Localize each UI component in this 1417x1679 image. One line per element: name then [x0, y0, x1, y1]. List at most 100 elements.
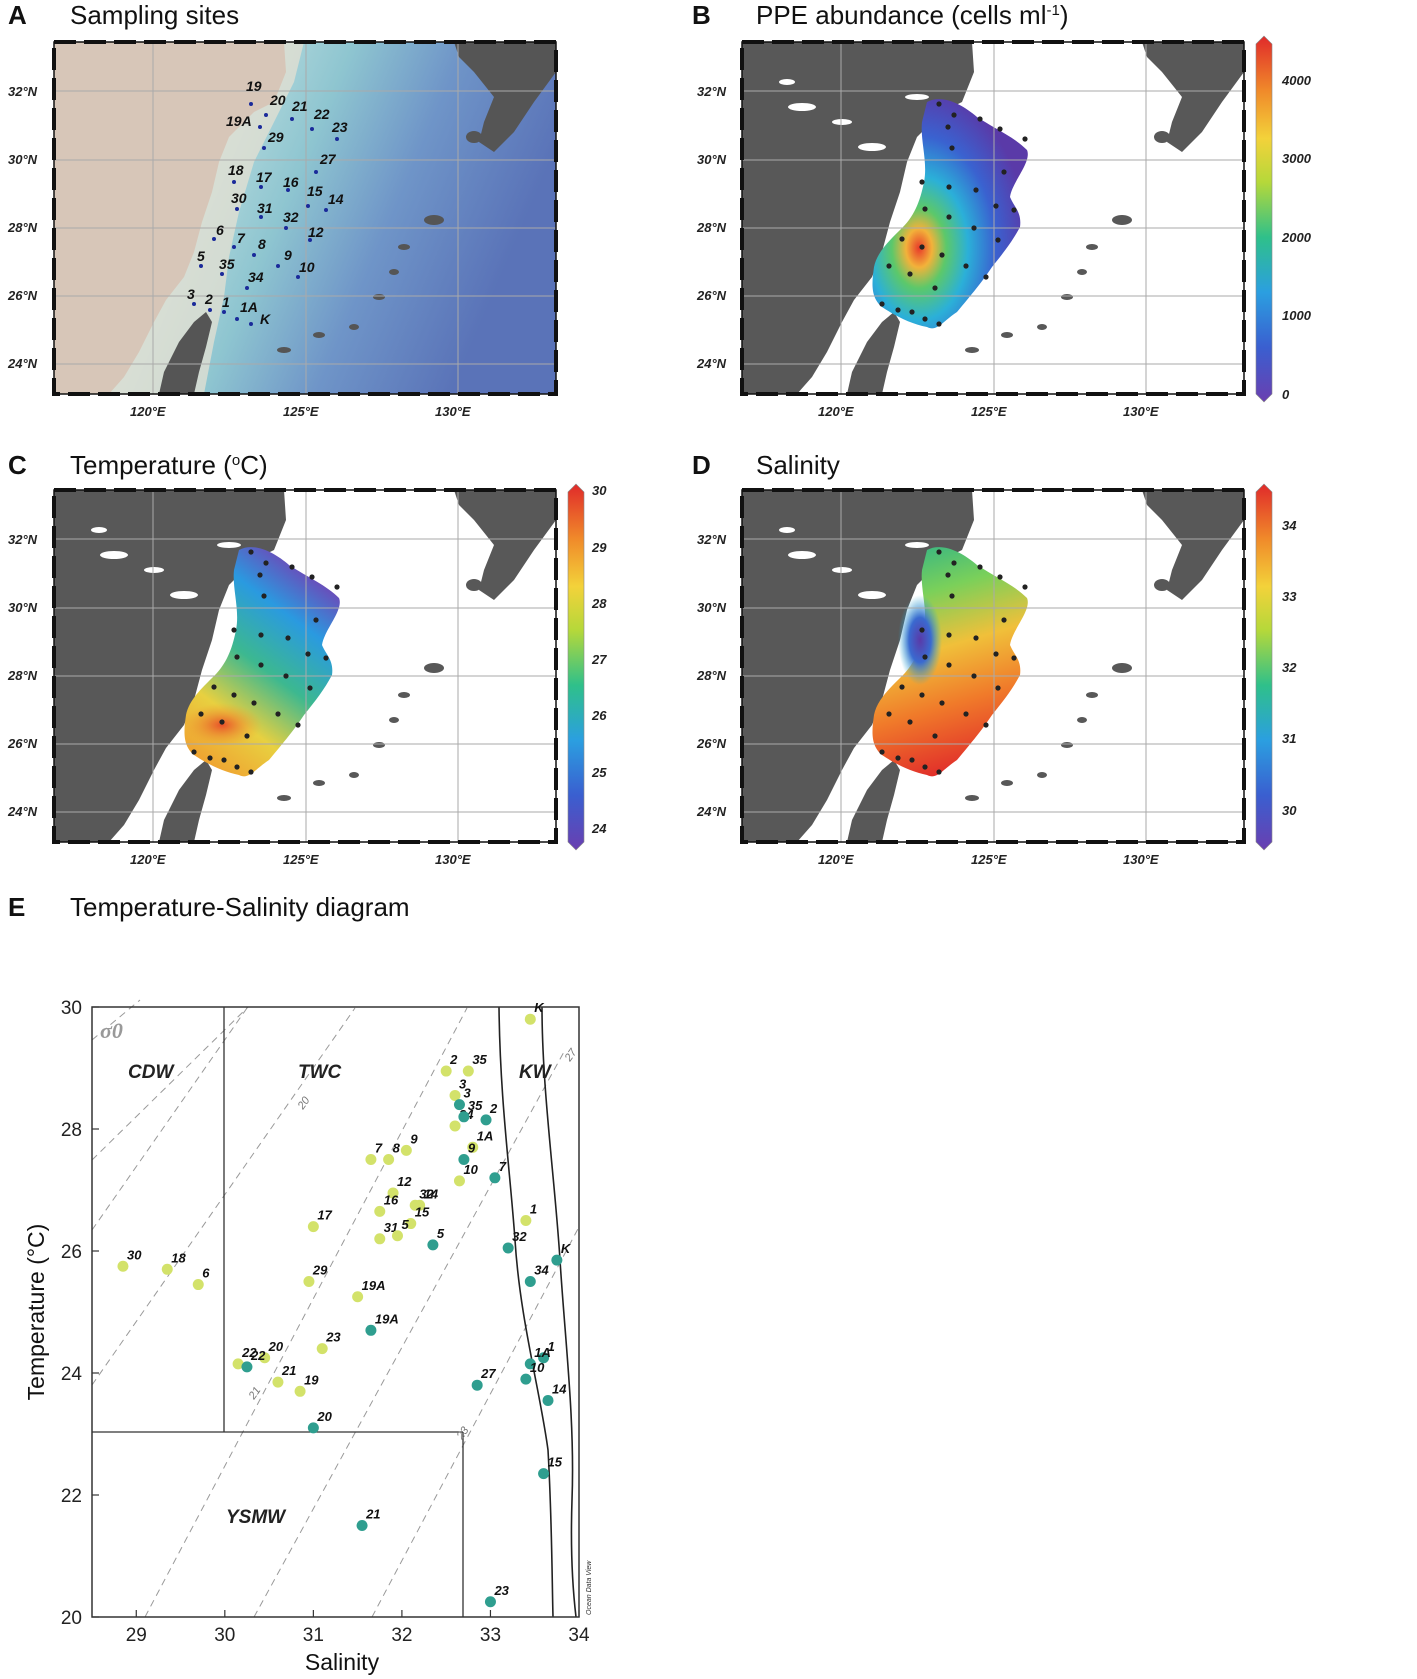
panel-b-letter: B	[692, 0, 711, 30]
ts-point	[294, 1385, 306, 1397]
y-tick-label: 28	[61, 1120, 82, 1141]
ts-point	[374, 1233, 386, 1245]
panel-e-letter: E	[8, 892, 25, 922]
ts-point-label: 18	[171, 1250, 186, 1265]
water-mass-boxes	[92, 1007, 464, 1617]
isopycnal-lines	[91, 999, 581, 1618]
x-tick-label: 29	[126, 1625, 147, 1646]
panel-b: B PPE abundance (cells ml-1) Ocean Data …	[692, 0, 1312, 419]
panel-c-map: Ocean Data View / DIVA	[52, 488, 558, 844]
lon-label: 125°E	[283, 404, 319, 419]
ts-point-label: 10	[463, 1162, 478, 1177]
panel-d-lon-labels: 120°E 125°E 130°E	[818, 852, 1159, 867]
ts-point-label: 32	[512, 1229, 527, 1244]
ts-point	[232, 1358, 244, 1370]
ts-point	[365, 1154, 377, 1165]
colorbar-tick: 30	[1282, 803, 1297, 818]
station-label: 23	[331, 119, 348, 135]
station-label: 12	[308, 224, 324, 240]
colorbar-tick: 2000	[1281, 230, 1312, 245]
station-label: 27	[319, 151, 337, 167]
ts-point-label: 14	[552, 1381, 567, 1396]
ts-point	[480, 1114, 492, 1126]
lat-label: 24°N	[7, 804, 38, 819]
x-tick-label: 31	[303, 1625, 324, 1646]
ts-point	[524, 1276, 536, 1287]
ts-point-label: 32	[419, 1186, 434, 1201]
station-label: 34	[248, 269, 264, 285]
lat-label: 26°N	[7, 288, 38, 303]
panel-c-lat-labels: 32°N 30°N 28°N 26°N 24°N	[7, 532, 38, 819]
ts-point-label: 20	[316, 1409, 332, 1424]
x-tick-label: 32	[391, 1625, 412, 1646]
ts-point	[520, 1215, 532, 1226]
ts-point-label: 27	[480, 1366, 496, 1381]
ts-point-label: 6	[202, 1266, 210, 1281]
ts-point	[458, 1111, 470, 1123]
panel-a-map: 19 20 21 22 23 19A 29 27 18 17 16 15 14 …	[52, 40, 558, 396]
lat-label: 30°N	[8, 600, 38, 615]
colorbar-tick: 26	[591, 708, 607, 723]
panel-d-title: Salinity	[756, 450, 840, 480]
ts-point-label: 21	[365, 1507, 380, 1522]
panel-c: C Temperature (oC) Ocean Data View / DIV…	[7, 450, 607, 867]
lat-label: 26°N	[696, 736, 727, 751]
lat-label: 32°N	[697, 532, 727, 547]
ts-point-label: 1	[548, 1339, 555, 1354]
panel-b-lon-labels: 120°E 125°E 130°E	[818, 404, 1159, 419]
panel-a: A Sampling sites	[7, 0, 558, 419]
ts-point-label: 31	[384, 1220, 398, 1235]
ts-point-label: 19A	[362, 1278, 386, 1293]
station-label: 30	[231, 190, 247, 206]
ts-point-label: 5	[401, 1217, 409, 1232]
ts-point-label: 2	[489, 1101, 498, 1116]
ts-point-label: 3	[463, 1086, 471, 1101]
lat-label: 28°N	[696, 220, 727, 235]
panel-c-letter: C	[8, 450, 27, 480]
ts-point-label: 23	[325, 1330, 341, 1345]
ts-point	[161, 1263, 173, 1275]
lon-label: 125°E	[971, 852, 1007, 867]
ts-point-label: 34	[534, 1263, 549, 1278]
colorbar-tick: 27	[591, 652, 607, 667]
ts-point	[440, 1065, 452, 1077]
odv-watermark: Ocean Data View	[586, 1560, 593, 1615]
station-label: 31	[257, 200, 273, 216]
lat-label: 32°N	[8, 532, 38, 547]
station-label: 14	[328, 191, 344, 207]
water-mass-label: KW	[519, 1062, 553, 1083]
lat-label: 24°N	[696, 804, 727, 819]
station-label: 17	[256, 169, 273, 185]
lat-label: 26°N	[7, 736, 38, 751]
ts-point	[462, 1065, 474, 1077]
ts-point-label: 1A	[534, 1345, 551, 1360]
ts-point-label: 15	[548, 1455, 563, 1470]
panel-e-title: Temperature-Salinity diagram	[70, 892, 410, 922]
ts-point-label: 9	[468, 1141, 476, 1156]
panel-b-lat-labels: 32°N 30°N 28°N 26°N 24°N	[696, 84, 727, 371]
lat-label: 32°N	[8, 84, 38, 99]
colorbar-tick: 3000	[1282, 151, 1312, 166]
station-label: 1	[222, 294, 230, 310]
ts-points: K2353341A789101216321415315117301862919A…	[117, 1000, 572, 1608]
ts-point	[383, 1154, 395, 1165]
station-label: 8	[258, 236, 266, 252]
y-axis-label: Temperature (°C)	[23, 1224, 49, 1401]
ts-point	[356, 1520, 368, 1531]
x-tick-label: 30	[214, 1625, 235, 1646]
station-label: 15	[307, 183, 323, 199]
x-tick-label: 33	[480, 1625, 501, 1646]
station-label: 16	[283, 174, 299, 190]
lat-label: 28°N	[696, 668, 727, 683]
lon-label: 130°E	[1123, 852, 1159, 867]
lon-label: 120°E	[130, 404, 166, 419]
colorbar-tick: 4000	[1281, 73, 1312, 88]
ts-point	[391, 1230, 403, 1242]
station-label: K	[260, 311, 271, 327]
colorbar-tick: 25	[591, 765, 607, 780]
ts-point-label: 35	[468, 1098, 483, 1113]
ts-point	[365, 1324, 377, 1336]
station-label: 6	[216, 222, 224, 238]
